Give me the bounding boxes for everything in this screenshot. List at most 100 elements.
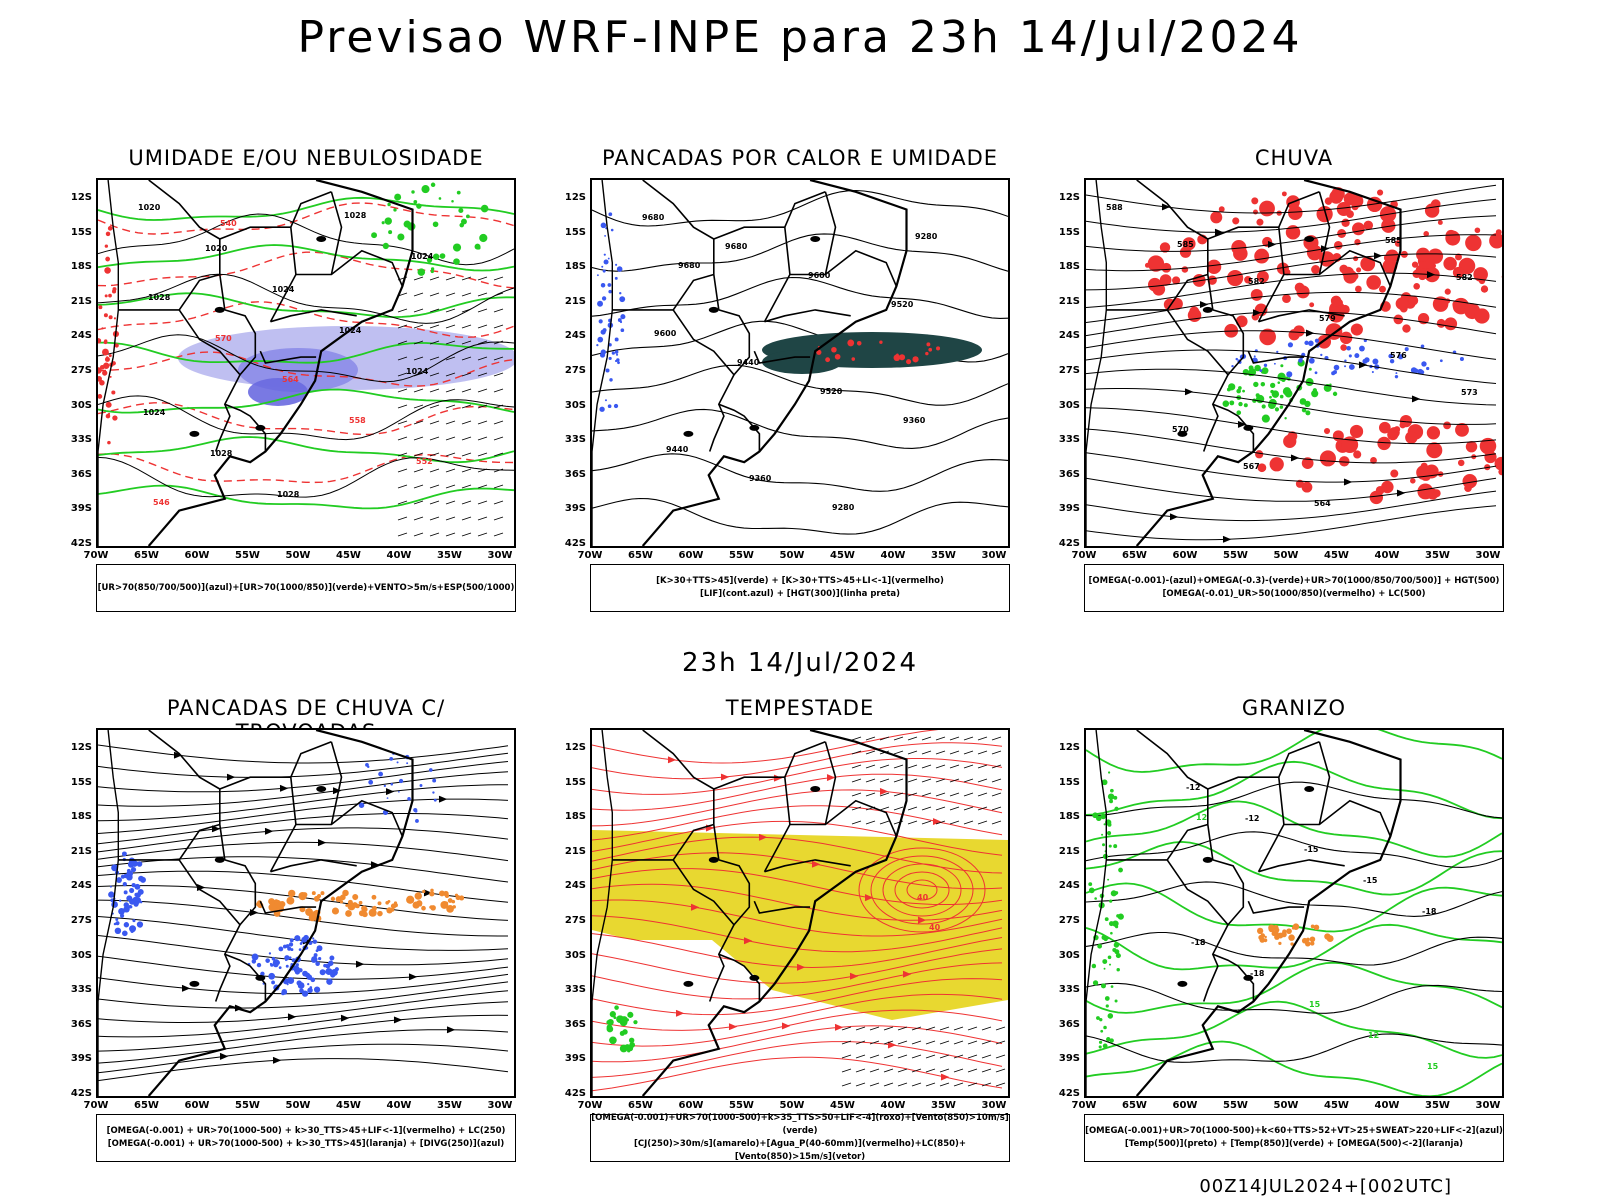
lon-tick-label: 45W <box>830 1100 855 1111</box>
panel-title: TEMPESTADE <box>725 696 875 720</box>
svg-text:9280: 9280 <box>915 232 938 241</box>
map-granizo[interactable]: -12 -12 -15 -15 -18 -18 -18 15 12 15 12 <box>1084 728 1504 1098</box>
lat-tick-label: 18S <box>564 811 586 823</box>
panel-title: CHUVA <box>1254 146 1334 170</box>
legend-line: [OMEGA(-0.001) + UR>70(1000-500) + k>30_… <box>106 1126 506 1136</box>
lat-tick-label: 15S <box>564 776 586 788</box>
map-layer: 1020102010241024102410241028102810281024… <box>98 180 514 546</box>
legend-line: [OMEGA(-0.001) + UR>70(1000-500) + k>30_… <box>107 1139 505 1149</box>
map-umidade[interactable]: 1020 1020 1024 1024 1024 1024 1028 1028 1028 1024… <box>96 178 516 548</box>
lat-tick-label: 15S <box>70 776 92 788</box>
svg-text:582: 582 <box>1248 277 1265 286</box>
map-layer: 588 585 582 579 576 573 570 567 564 585 582 <box>1086 180 1502 546</box>
legend-box: [OMEGA(-0.001)+UR>70(1000-500)+k<60+TTS>… <box>1084 1114 1504 1162</box>
lon-tick-label: 60W <box>1172 550 1198 561</box>
lat-tick-label: 18S <box>1058 811 1080 823</box>
lat-tick-label: 18S <box>564 261 586 273</box>
lat-tick-label: 24S <box>70 330 92 342</box>
lon-tick-label: 30W <box>981 1100 1007 1111</box>
lat-tick-label: 42S <box>70 538 92 549</box>
svg-text:570: 570 <box>1172 425 1189 434</box>
run-timestamp: 00Z14JUL2024+[002UTC] <box>1199 1176 1452 1197</box>
svg-text:576: 576 <box>1390 351 1407 360</box>
lon-tick-label: 55W <box>235 1100 260 1111</box>
lat-tick-label: 39S <box>1058 1053 1080 1065</box>
lat-tick-label: 33S <box>1058 984 1080 996</box>
lat-tick-label: 21S <box>564 845 586 857</box>
svg-text:40: 40 <box>929 923 941 932</box>
svg-text:9680: 9680 <box>678 261 701 270</box>
lat-tick-label: 27S <box>70 915 92 926</box>
lon-tick-label: 65W <box>1122 550 1147 561</box>
svg-text:564: 564 <box>1314 499 1331 508</box>
legend-line: [CJ(250)>30m/s](amarelo)+[Agua_P(40-60mm… <box>633 1139 967 1162</box>
legend-box: [OMEGA(-0.001)-(azul)+OMEGA(-0.3)-(verde… <box>1084 564 1504 612</box>
lon-tick-label: 50W <box>779 550 805 561</box>
map-tempestade[interactable]: 40 40 <box>590 728 1010 1098</box>
lat-tick-label: 21S <box>70 845 92 857</box>
lon-tick-label: 70W <box>83 1100 109 1111</box>
lat-tick-label: 21S <box>1058 295 1080 307</box>
svg-text:540: 540 <box>220 219 237 228</box>
lat-tick-label: 18S <box>1058 261 1080 273</box>
lat-tick-label: 15S <box>1058 776 1080 788</box>
lon-tick-label: 30W <box>1475 550 1501 561</box>
svg-text:12: 12 <box>1196 813 1207 822</box>
map-layer: 9680 9680 9600 9520 9600 9440 9520 9360 9440 9360… <box>592 180 1008 546</box>
svg-text:9600: 9600 <box>808 271 831 280</box>
valid-date-label: 23h 14/Jul/2024 <box>682 648 918 678</box>
svg-text:588: 588 <box>1106 203 1123 212</box>
legend-line: [OMEGA(-0.001)+UR>70(1000-500)+k>35_TTS>… <box>591 1113 1009 1136</box>
legend-line: [OMEGA(-0.001)-(azul)+OMEGA(-0.3)-(verde… <box>1088 576 1500 586</box>
lat-tick-label: 36S <box>1058 1018 1080 1030</box>
lat-tick-label: 24S <box>564 880 586 892</box>
lat-tick-label: 36S <box>564 1018 586 1030</box>
lon-tick-label: 50W <box>1273 1100 1299 1111</box>
lon-tick-label: 60W <box>678 1100 704 1111</box>
panel-title: UMIDADE E/OU NEBULOSIDADE <box>128 146 484 170</box>
lat-tick-label: 21S <box>564 295 586 307</box>
lon-tick-label: 65W <box>134 1100 159 1111</box>
svg-text:-15: -15 <box>1363 876 1378 885</box>
svg-text:9680: 9680 <box>725 242 748 251</box>
map-layer: -12 -12 -15 -15 -18 -18 -18 15 12 15 12 <box>1086 730 1502 1096</box>
svg-text:15: 15 <box>1309 1000 1321 1009</box>
panel-title: GRANIZO <box>1241 696 1347 720</box>
lat-tick-label: 42S <box>1058 1088 1080 1099</box>
lon-tick-label: 40W <box>386 550 412 561</box>
lon-tick-label: 65W <box>628 550 653 561</box>
lat-tick-label: 39S <box>70 503 92 515</box>
lon-tick-label: 30W <box>487 550 513 561</box>
lon-tick-label: 45W <box>336 550 361 561</box>
lat-tick-label: 30S <box>1058 949 1080 961</box>
legend-line: [UR>70(850/700/500)](azul)+[UR>70(1000/8… <box>97 582 515 593</box>
lon-tick-label: 35W <box>437 1100 462 1111</box>
lon-tick-label: 40W <box>1374 1100 1400 1111</box>
lon-tick-label: 30W <box>981 550 1007 561</box>
svg-text:-15: -15 <box>1304 845 1319 854</box>
lon-tick-label: 60W <box>184 550 210 561</box>
lon-tick-label: 40W <box>1374 550 1400 561</box>
legend-line: [OMEGA(-0.01)_UR>50(1000/850)(vermelho) … <box>1162 589 1426 599</box>
lat-tick-label: 15S <box>1058 226 1080 238</box>
lon-tick-label: 70W <box>577 1100 603 1111</box>
svg-text:567: 567 <box>1243 462 1260 471</box>
lon-tick-label: 40W <box>386 1100 412 1111</box>
lon-tick-label: 35W <box>1425 550 1450 561</box>
lat-tick-label: 36S <box>1058 468 1080 480</box>
svg-text:564: 564 <box>282 375 299 384</box>
map-trovoadas[interactable] <box>96 728 516 1098</box>
lat-tick-label: 36S <box>70 1018 92 1030</box>
legend-line: [K>30+TTS>45](verde) + [K>30+TTS>45+LI<-… <box>656 576 944 586</box>
svg-text:1024: 1024 <box>406 367 429 376</box>
lon-tick-label: 50W <box>779 1100 805 1111</box>
lat-tick-label: 33S <box>564 434 586 446</box>
lat-tick-label: 42S <box>1058 538 1080 549</box>
svg-text:9440: 9440 <box>666 445 689 454</box>
lat-tick-label: 12S <box>70 742 92 753</box>
map-chuva[interactable]: 588 585 582 579 576 573 570 567 564 585 582 <box>1084 178 1504 548</box>
lon-tick-label: 55W <box>235 550 260 561</box>
map-pancadas-calor[interactable]: 9680 9680 9600 9520 9600 9440 9520 9360 9440 9360… <box>590 178 1010 548</box>
lon-tick-label: 70W <box>1071 550 1097 561</box>
svg-text:558: 558 <box>349 416 366 425</box>
